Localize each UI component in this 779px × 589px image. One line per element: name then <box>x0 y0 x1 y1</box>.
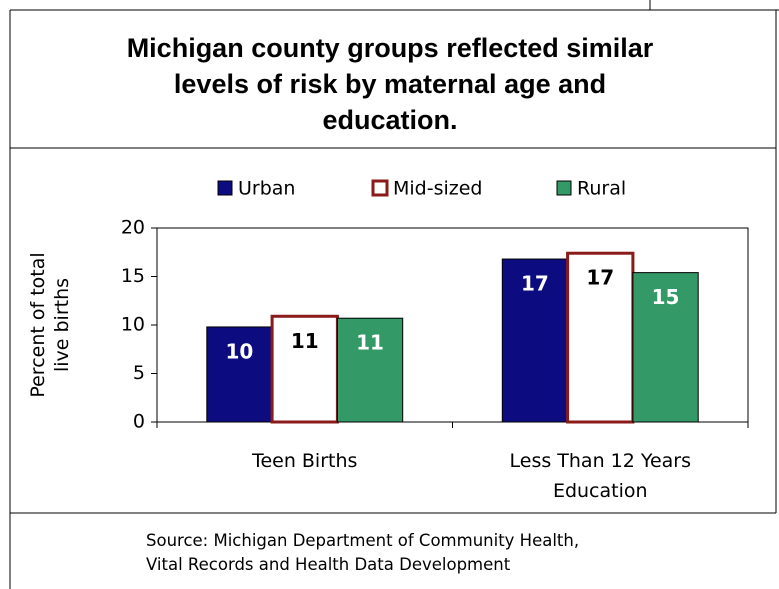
data-label: 11 <box>356 331 384 355</box>
legend-label: Rural <box>577 178 626 200</box>
legend-swatch <box>556 180 572 196</box>
legend-swatch <box>217 180 233 196</box>
y-tick-label: 5 <box>133 362 145 384</box>
x-tick-label: Teen Births <box>251 450 357 472</box>
data-label: 17 <box>586 266 614 290</box>
data-label: 11 <box>291 329 319 353</box>
y-tick-label: 20 <box>121 217 145 239</box>
bar <box>336 317 404 423</box>
legend-swatch <box>371 179 389 197</box>
bar <box>501 258 569 423</box>
data-label: 17 <box>521 272 549 296</box>
data-label: 15 <box>652 285 680 309</box>
legend-label: Urban <box>238 178 295 200</box>
legend-label: Mid-sized <box>393 178 483 200</box>
bar <box>566 251 635 424</box>
bar <box>206 326 273 423</box>
data-label: 10 <box>226 339 254 363</box>
source-note: Source: Michigan Department of Community… <box>146 531 579 574</box>
x-tick-label: Less Than 12 Years Education <box>510 450 692 502</box>
y-axis-label: Percent of total live births <box>27 252 73 397</box>
y-tick-label: 15 <box>121 265 145 287</box>
bar <box>632 272 699 423</box>
y-tick-label: 0 <box>133 411 145 433</box>
chart-title: Michigan county groups reflected similar… <box>127 33 654 135</box>
y-tick-label: 10 <box>121 314 145 336</box>
